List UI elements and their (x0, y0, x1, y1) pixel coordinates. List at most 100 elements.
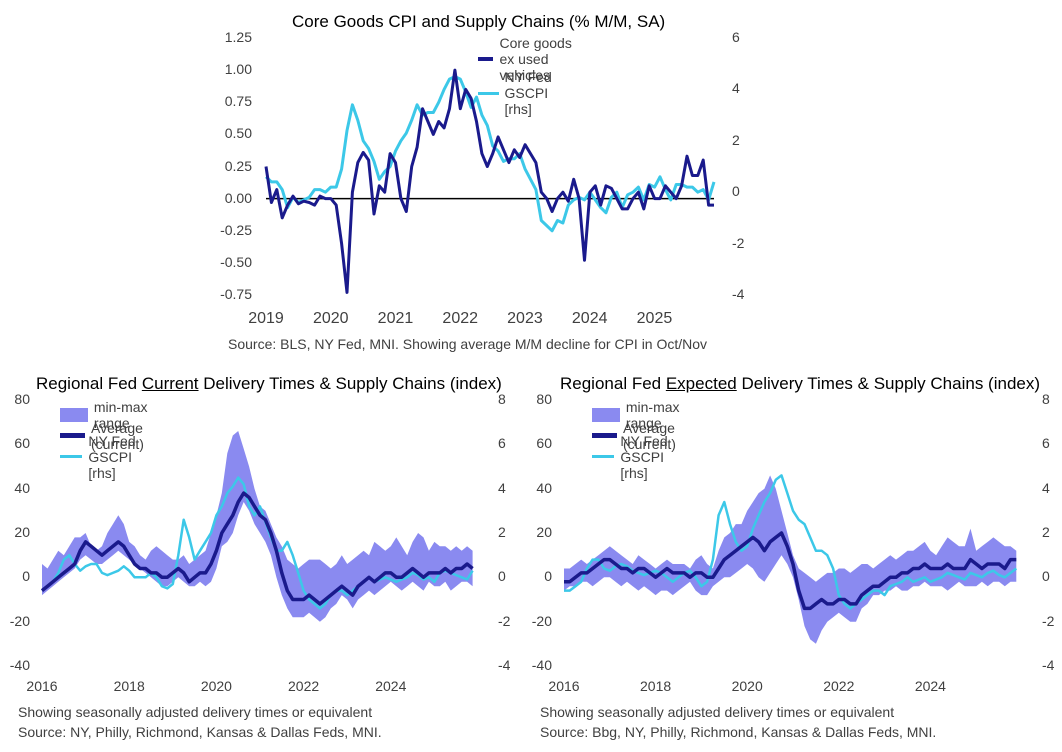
expected-x-tick-label: 2018 (640, 678, 672, 694)
legend-item-gscpi: NY Fed GSCPI [rhs] (478, 69, 573, 117)
legend-item-core: Core goods ex used vehicles (478, 35, 573, 83)
top-left-tick-label: -0.75 (220, 286, 252, 302)
expected-x-tick-label: 2020 (731, 678, 763, 694)
current-legend-label-range: min-max range (93, 398, 148, 431)
top-right-tick-label: 0 (732, 183, 740, 200)
current-legend-swatch-range (60, 407, 88, 422)
expected-left-tick-label: 40 (536, 479, 552, 496)
expected-right-tick-label: -2 (1042, 612, 1055, 629)
expected-left-tick-label: -20 (531, 612, 552, 629)
expected-left-tick-label: 0 (544, 568, 552, 585)
expected-x-tick-label: 2022 (823, 678, 855, 694)
expected-right-tick-label: -4 (1042, 657, 1055, 673)
current-x-tick-label: 2022 (288, 678, 320, 694)
top-chart-legend: Core goods ex used vehicles NY Fed GSCPI… (478, 35, 573, 117)
expected-chart-note: Showing seasonally adjusted delivery tim… (540, 702, 936, 742)
current-legend-label-gscpi: NY Fed GSCPI [rhs] (88, 432, 136, 481)
top-right-tick-label: 4 (732, 80, 740, 97)
legend-label-core: Core goods ex used vehicles (499, 35, 572, 83)
current-x-tick-label: 2024 (375, 678, 407, 694)
expected-average-line (564, 531, 1017, 611)
expected-legend-label-gscpi: NY Fed GSCPI [rhs] (620, 432, 668, 481)
current-x-tick-label: 2020 (200, 678, 232, 694)
current-left-tick-label: 0 (22, 568, 30, 585)
current-left-tick-label: 40 (14, 479, 30, 496)
expected-note-line-2: Source: Bbg, NY, Philly, Richmond, Kansa… (540, 724, 937, 740)
top-x-tick-label: 2022 (442, 310, 479, 327)
current-left-tick-label: -40 (9, 657, 30, 673)
expected-legend-item-gscpi: NY Fed GSCPI [rhs] (592, 433, 691, 481)
top-left-tick-label: 1.00 (224, 61, 252, 78)
legend-swatch-gscpi (478, 91, 499, 95)
current-left-tick-label: 60 (14, 435, 30, 452)
top-left-tick-label: -0.25 (220, 221, 252, 238)
current-title-part-2: Current (141, 374, 199, 393)
current-legend-label-average: Average (current) (91, 419, 144, 452)
current-right-tick-label: -2 (498, 612, 511, 629)
current-chart-note: Showing seasonally adjusted delivery tim… (18, 702, 382, 742)
top-x-tick-label: 2023 (507, 310, 543, 327)
top-x-tick-label: 2020 (312, 310, 349, 327)
current-left-tick-label: -20 (9, 612, 30, 629)
expected-gscpi-line (564, 474, 1018, 610)
top-x-tick-label: 2019 (248, 310, 284, 327)
current-note-line-2: Source: NY, Philly, Richmond, Kansas & D… (18, 724, 382, 740)
current-right-tick-label: 0 (498, 568, 506, 585)
top-left-tick-label: 0.50 (224, 125, 252, 142)
expected-legend-item-average: Average (current) (592, 420, 691, 452)
top-x-tick-label: 2025 (636, 310, 673, 327)
top-chart-plot (264, 68, 716, 294)
current-x-tick-label: 2016 (26, 678, 58, 694)
expected-chart-title: Regional Fed Expected Delivery Times & S… (560, 374, 1040, 394)
top-x-tick-label: 2024 (571, 310, 608, 327)
expected-left-tick-label: 60 (536, 435, 552, 452)
expected-title-part-1: Regional Fed (560, 374, 666, 393)
current-note-line-1: Showing seasonally adjusted delivery tim… (18, 704, 373, 720)
top-left-tick-label: 1.25 (224, 29, 252, 45)
expected-right-tick-label: 4 (1042, 479, 1050, 496)
expected-x-tick-label: 2016 (548, 678, 580, 694)
top-gscpi-line (264, 75, 716, 233)
current-right-tick-label: -4 (498, 657, 511, 673)
expected-right-tick-label: 0 (1042, 568, 1050, 585)
top-right-tick-label: -2 (732, 234, 745, 251)
expected-left-tick-label: -40 (531, 657, 552, 673)
legend-swatch-core (478, 57, 494, 61)
current-legend-item-average: Average (current) (60, 420, 159, 452)
expected-chart-legend: min-max range Average (current) NY Fed G… (592, 399, 691, 481)
legend-label-gscpi: NY Fed GSCPI [rhs] (504, 69, 552, 117)
current-right-tick-label: 8 (498, 391, 506, 407)
current-right-tick-label: 4 (498, 479, 506, 496)
expected-left-tick-label: 20 (536, 524, 552, 540)
expected-legend-label-average: Average (current) (623, 419, 676, 452)
current-x-tick-label: 2018 (113, 678, 145, 694)
current-right-tick-label: 2 (498, 524, 506, 540)
top-chart-source-note: Source: BLS, NY Fed, MNI. Showing averag… (228, 336, 708, 352)
top-chart-title: Core Goods CPI and Supply Chains (% M/M,… (292, 12, 666, 31)
expected-right-tick-label: 6 (1042, 435, 1050, 452)
top-left-tick-label: -0.50 (220, 253, 252, 270)
current-chart-title: Regional Fed Current Delivery Times & Su… (36, 374, 502, 394)
top-left-tick-label: 0.25 (224, 157, 252, 174)
top-left-tick-label: 0.75 (224, 93, 252, 110)
top-x-tick-label: 2021 (377, 310, 414, 327)
top-right-tick-label: -4 (732, 286, 745, 302)
top-right-tick-label: 2 (732, 131, 740, 148)
expected-right-tick-label: 2 (1042, 524, 1050, 540)
current-legend-item-gscpi: NY Fed GSCPI [rhs] (60, 433, 159, 481)
current-legend-swatch-gscpi (60, 455, 83, 458)
top-right-tick-label: 6 (732, 29, 740, 45)
expected-right-tick-label: 8 (1042, 391, 1050, 407)
expected-legend-swatch-average (592, 433, 617, 438)
expected-legend-swatch-range (592, 407, 620, 422)
expected-legend-label-range: min-max range (625, 398, 680, 431)
current-legend-item-range: min-max range (60, 399, 159, 431)
expected-x-tick-label: 2024 (914, 678, 946, 694)
current-right-tick-label: 6 (498, 435, 506, 452)
current-title-part-1: Regional Fed (36, 374, 142, 393)
expected-note-line-1: Showing seasonally adjusted delivery tim… (540, 704, 895, 720)
expected-title-part-3: Delivery Times & Supply Chains (index) (736, 374, 1041, 393)
current-legend-swatch-average (60, 433, 85, 438)
top-left-tick-label: 0.00 (224, 189, 252, 206)
